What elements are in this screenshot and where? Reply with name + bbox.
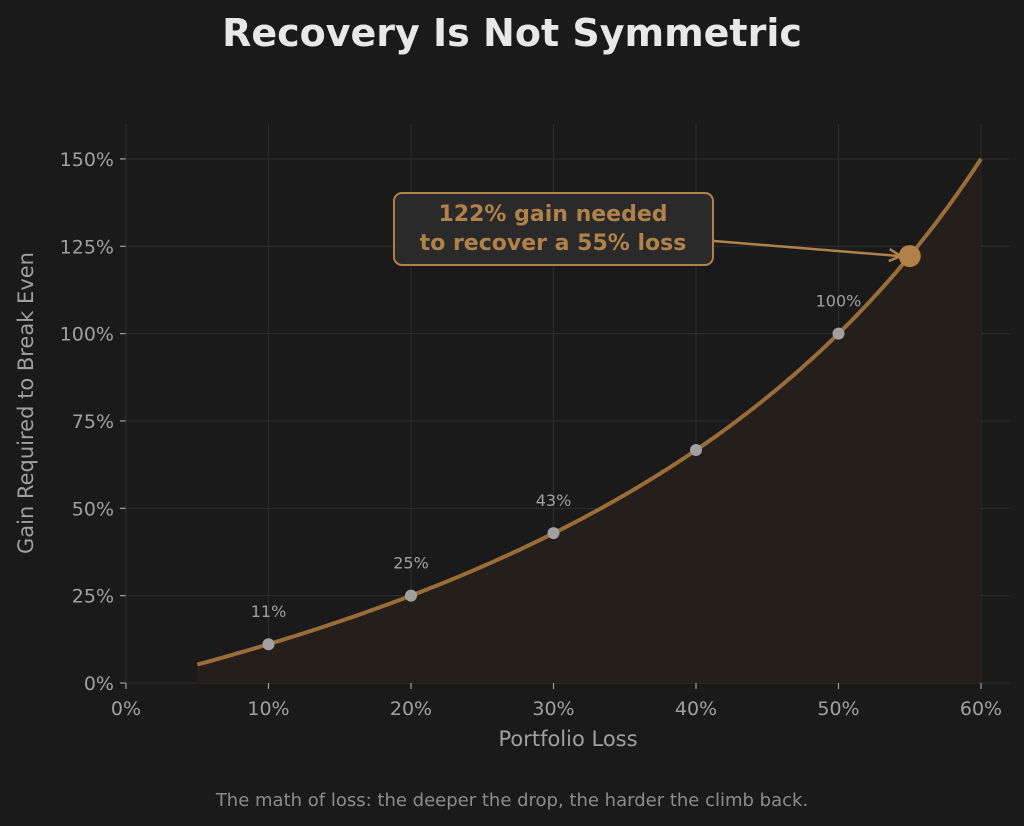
y-tick-label: 25% (72, 586, 114, 608)
annotation-box (393, 192, 714, 266)
data-point (832, 327, 845, 340)
y-tick-label: 100% (60, 324, 114, 346)
data-label: 25% (393, 554, 429, 573)
x-tick-label: 50% (817, 698, 859, 720)
y-tick-label: 75% (72, 411, 114, 433)
data-point (690, 443, 702, 456)
x-tick-label: 0% (111, 698, 141, 720)
annotation-line-1: 122% gain needed (438, 202, 667, 227)
data-point (547, 527, 560, 540)
x-tick-label: 30% (532, 698, 574, 720)
area-fill (197, 158, 981, 683)
x-tick-label: 60% (960, 698, 1002, 720)
y-axis-label: Gain Required to Break Even (14, 252, 38, 554)
axes: 0% 10% 20% 30% 40% 50% 60% 0% 25% 50% 75% 100% 125% 1… (60, 124, 1002, 720)
data-point (405, 589, 417, 602)
caption: The math of loss: the deeper the drop, t… (215, 790, 808, 811)
y-tick-label: 50% (72, 498, 114, 520)
x-tick-label: 40% (675, 698, 717, 720)
break-even-curve (196, 157, 983, 667)
markers: 11% 25% 43% 100% (251, 292, 862, 651)
data-label: 11% (251, 602, 287, 621)
highlight-point (898, 245, 921, 268)
y-tick-label: 0% (84, 673, 114, 695)
x-tick-label: 20% (390, 698, 432, 720)
annotation: 122% gain needed to recover a 55% loss (393, 192, 921, 268)
chart-title: Recovery Is Not Symmetric (222, 11, 802, 55)
data-label: 100% (816, 292, 862, 311)
x-axis-label: Portfolio Loss (498, 727, 637, 751)
y-tick-label: 125% (60, 236, 114, 258)
data-label: 43% (536, 491, 572, 510)
x-tick-label: 10% (247, 698, 289, 720)
data-point (262, 638, 275, 651)
annotation-arrow (713, 239, 900, 258)
annotation-line-2: to recover a 55% loss (420, 231, 687, 256)
y-tick-label: 150% (60, 149, 114, 171)
